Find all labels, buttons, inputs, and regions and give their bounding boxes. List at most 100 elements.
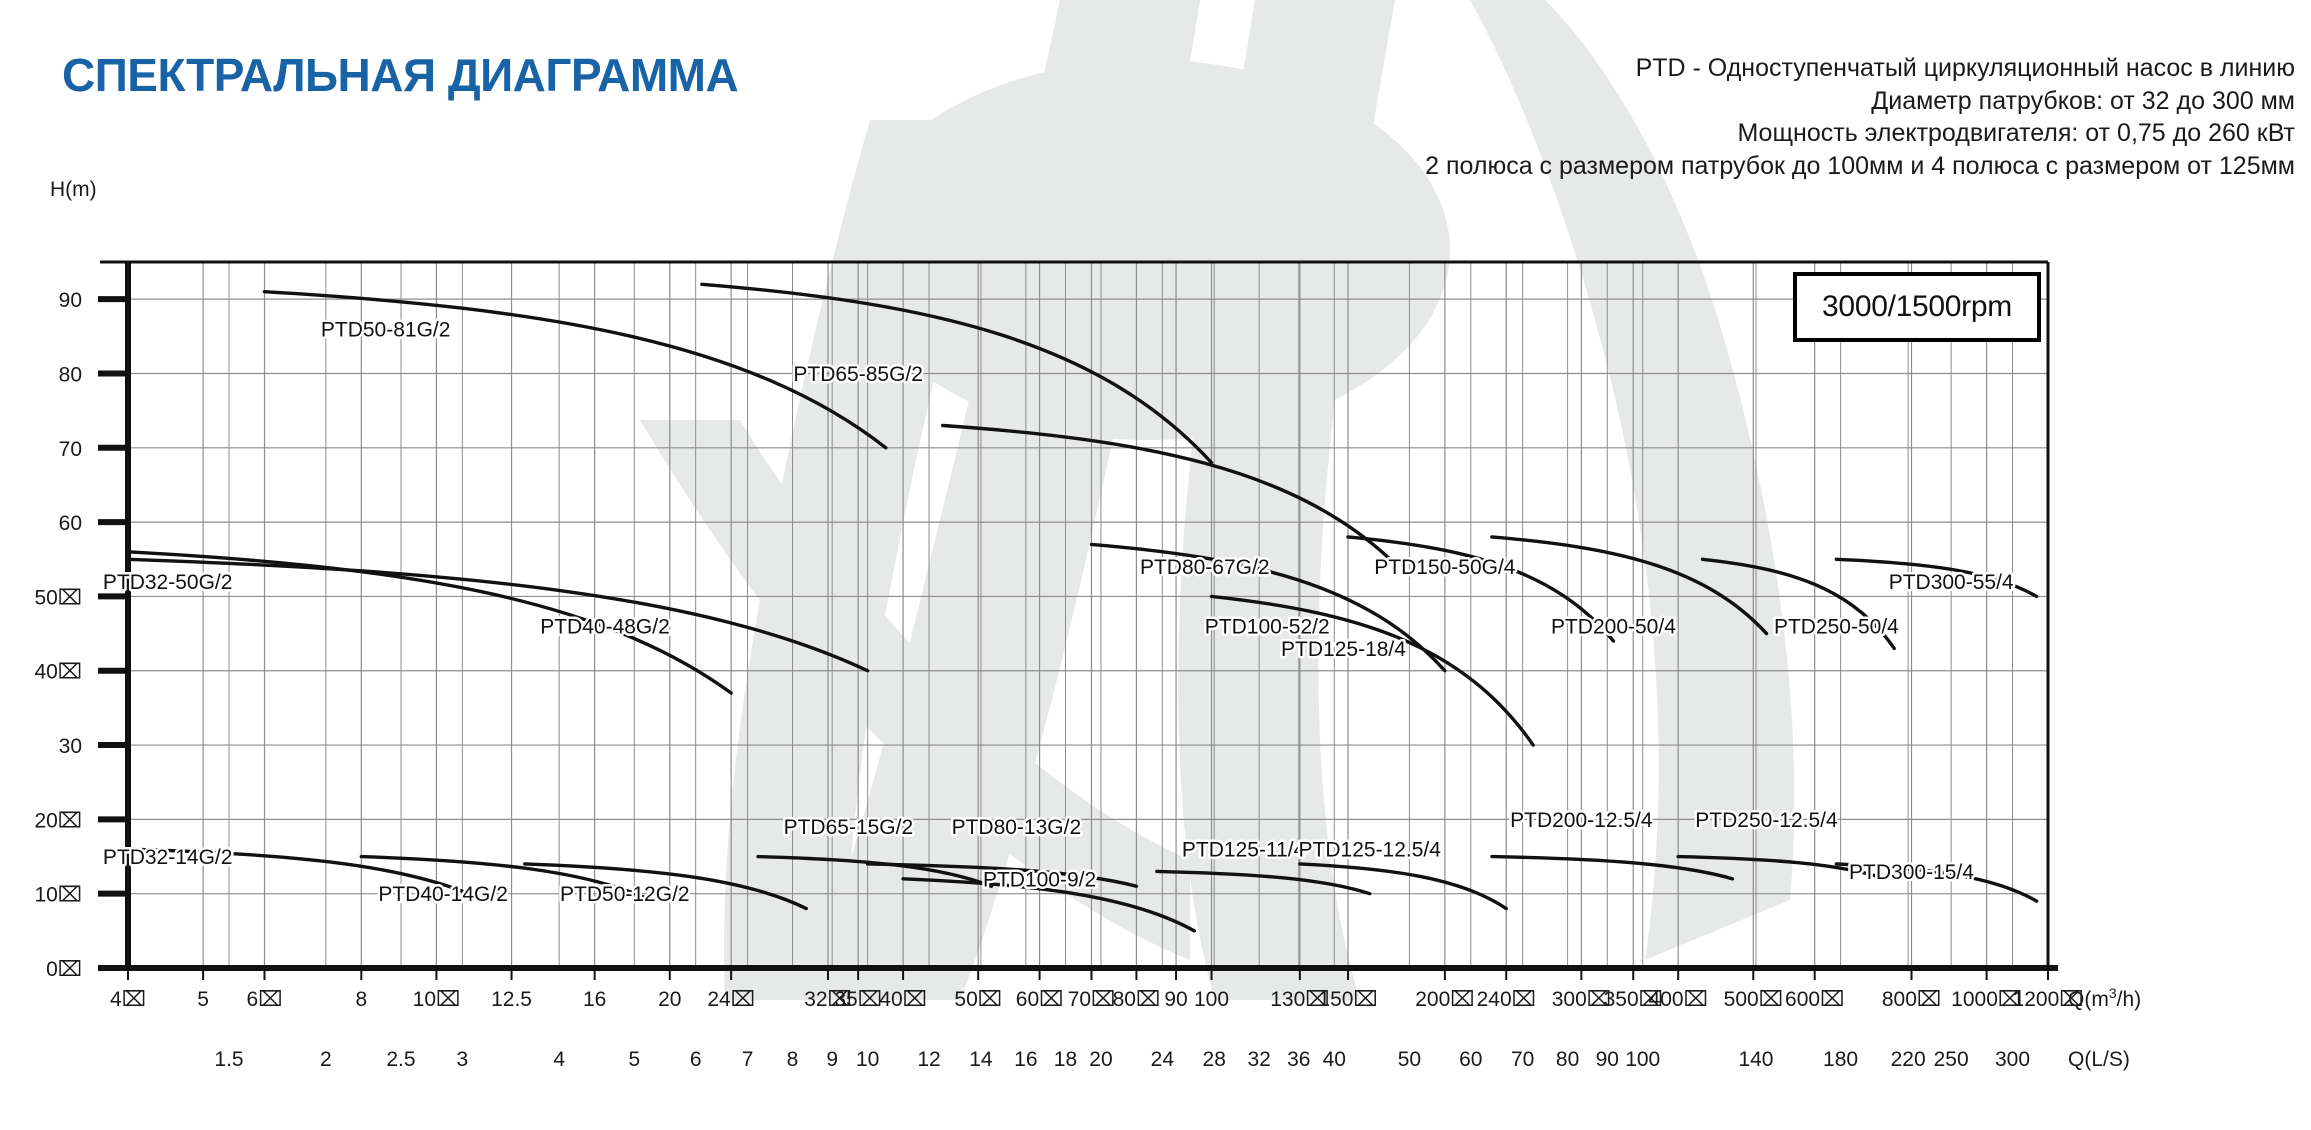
x-tick-label-m3h: 130⌧ [1270, 988, 1329, 1011]
chart-axes: 0⌧ 10⌧ 20⌧ 30 40⌧ 50⌧ 60 70 80 90 H(m) 4⌧ 5 6⌧ 8 10⌧ 12.… [34, 178, 2141, 1071]
pump-curve [1298, 862, 1508, 911]
x-tick-label-ls: 70 [1511, 1048, 1534, 1071]
pump-curve-label: PTD100-52/2 [1205, 616, 1330, 639]
x-tick-label-ls: 40 [1323, 1048, 1346, 1071]
pump-curve [126, 557, 870, 673]
chart-gridlines [127, 262, 2049, 968]
x-axis-title-ls: Q(L/S) [2068, 1048, 2130, 1071]
x-tick-label-ls: 16 [1014, 1048, 1037, 1071]
x-tick-label-ls: 4 [553, 1048, 565, 1071]
pump-curve [1089, 542, 1447, 673]
y-tick-label: 70 [59, 438, 82, 461]
header-line-3: Мощность электродвигателя: от 0,75 до 26… [1737, 119, 2295, 147]
rpm-badge: 3000/1500rpm [1793, 272, 2041, 342]
y-tick-label: 90 [59, 289, 82, 312]
x-tick-label-m3h: 24⌧ [707, 988, 755, 1011]
header-description: PTD - Одноступенчатый циркуляционный нас… [1425, 52, 2295, 182]
y-tick-label: 80 [59, 363, 82, 386]
pump-curve [901, 877, 1196, 933]
x-axis-title-m3h: Q(m3/h) [2068, 985, 2141, 1011]
chart-curve-labels: PTD50-81G/2 PTD32-50G/2 PTD40-48G/2 PTD65-8… [100, 316, 2016, 909]
x-tick-label-m3h: 50⌧ [954, 988, 1002, 1011]
pump-curve-label: PTD40-48G/2 [540, 616, 670, 639]
x-tick-label-ls: 250 [1934, 1048, 1969, 1071]
y-tick-label: 60 [59, 512, 82, 535]
y-axis-title: H(m) [50, 178, 97, 201]
x-tick-label-m3h: 5 [197, 988, 209, 1011]
pump-curve-label: PTD300-55/4 [1889, 571, 2014, 594]
x-tick-label-m3h: 8 [355, 988, 367, 1011]
x-tick-label-ls: 2.5 [386, 1048, 415, 1071]
x-tick-label-ls: 3 [457, 1048, 469, 1071]
x-tick-label-m3h: 600⌧ [1785, 988, 1844, 1011]
pump-curve [1700, 557, 1896, 651]
x-tick-label-m3h: 80⌧ [1113, 988, 1161, 1011]
y-tick-label: 50⌧ [34, 586, 82, 609]
pump-curve-label: PTD80-13G/2 [952, 816, 1082, 839]
x-tick-label-m3h: 150⌧ [1318, 988, 1377, 1011]
x-tick-label-ls: 14 [969, 1048, 993, 1071]
x-tick-label-m3h: 32⌧ [804, 988, 852, 1011]
x-tick-label-m3h: 6⌧ [247, 988, 283, 1011]
x-tick-label-m3h: 800⌧ [1882, 988, 1941, 1011]
y-tick-label: 10⌧ [34, 884, 82, 907]
pump-curve-label: PTD150-50G/4 [1374, 556, 1516, 579]
pump-curve-label: PTD300-15/4 [1849, 861, 1974, 884]
x-tick-label-m3h: 240⌧ [1477, 988, 1536, 1011]
pump-curve-label: PTD32-50G/2 [103, 571, 233, 594]
x-tick-label-ls: 32 [1247, 1048, 1270, 1071]
x-tick-label-ls: 8 [787, 1048, 799, 1071]
x-tick-label-ls: 140 [1738, 1048, 1773, 1071]
pump-curve [865, 862, 1139, 888]
page-title: СПЕКТРАЛЬНАЯ ДИАГРАММА [62, 49, 739, 101]
pump-curve [262, 290, 888, 450]
x-tick-label-ls: 5 [628, 1048, 640, 1071]
pump-curve [700, 282, 1214, 465]
pump-curve-label: PTD100-9/2 [983, 868, 1096, 891]
x-tick-label-m3h: 200⌧ [1415, 988, 1474, 1011]
pump-curve [1209, 594, 1535, 747]
y-tick-label: 30 [59, 735, 82, 758]
x-tick-label-m3h: 500⌧ [1724, 988, 1783, 1011]
x-tick-label-ls: 7 [742, 1048, 754, 1071]
pump-curve [1346, 535, 1616, 643]
pump-curve [126, 550, 733, 695]
x-tick-label-m3h: 1200⌧ [2013, 988, 2084, 1011]
x-tick-label-m3h: 350⌧ [1604, 988, 1663, 1011]
x-tick-label-ls: 10 [856, 1048, 879, 1071]
pump-curve-label: PTD32-14G/2 [103, 846, 233, 869]
pump-curve [126, 847, 471, 896]
y-tick-label: 20⌧ [34, 809, 82, 832]
pump-curve-label: PTD40-14G/2 [378, 883, 508, 906]
x-tick-label-ls: 24 [1151, 1048, 1175, 1071]
pump-curve [941, 423, 1392, 561]
x-tick-label-ls: 28 [1203, 1048, 1226, 1071]
x-tick-label-m3h: 60⌧ [1016, 988, 1064, 1011]
pump-curve-label: PTD65-85G/2 [793, 363, 923, 386]
header-line-4: 2 полюса с размером патрубок до 100мм и … [1425, 151, 2295, 180]
header-line-2: Диаметр патрубков: от 32 до 300 мм [1871, 86, 2295, 115]
x-tick-label-ls: 180 [1823, 1048, 1858, 1071]
x-tick-label-m3h: 100 [1194, 988, 1229, 1011]
x-tick-label-ls: 90 [1596, 1048, 1619, 1071]
x-tick-label-ls: 60 [1459, 1048, 1482, 1071]
pump-curve-label: PTD200-50/4 [1551, 616, 1676, 639]
x-tick-label-ls: 36 [1287, 1048, 1310, 1071]
pump-curve [1834, 557, 2039, 599]
pump-curve-label: PTD125-12.5/4 [1299, 839, 1442, 862]
x-tick-label-m3h: 40⌧ [879, 988, 927, 1011]
pump-curve-label: PTD65-15G/2 [784, 816, 914, 839]
x-tick-label-m3h: 35⌧ [834, 988, 882, 1011]
pump-curve [1490, 854, 1735, 881]
pump-curve-label: PTD80-67G/2 [1140, 556, 1270, 579]
x-tick-label-m3h: 400⌧ [1649, 988, 1708, 1011]
pump-curve-label: PTD125-18/4 [1281, 638, 1406, 661]
pump-curve-label: PTD125-11/4 [1182, 839, 1306, 862]
x-tick-label-ls: 80 [1556, 1048, 1579, 1071]
x-tick-label-m3h: 1000⌧ [1951, 988, 2022, 1011]
x-tick-label-ls: 50 [1398, 1048, 1421, 1071]
x-tick-label-ls: 18 [1054, 1048, 1077, 1071]
x-tick-label-ls: 6 [690, 1048, 702, 1071]
x-tick-label-ls: 20 [1089, 1048, 1112, 1071]
